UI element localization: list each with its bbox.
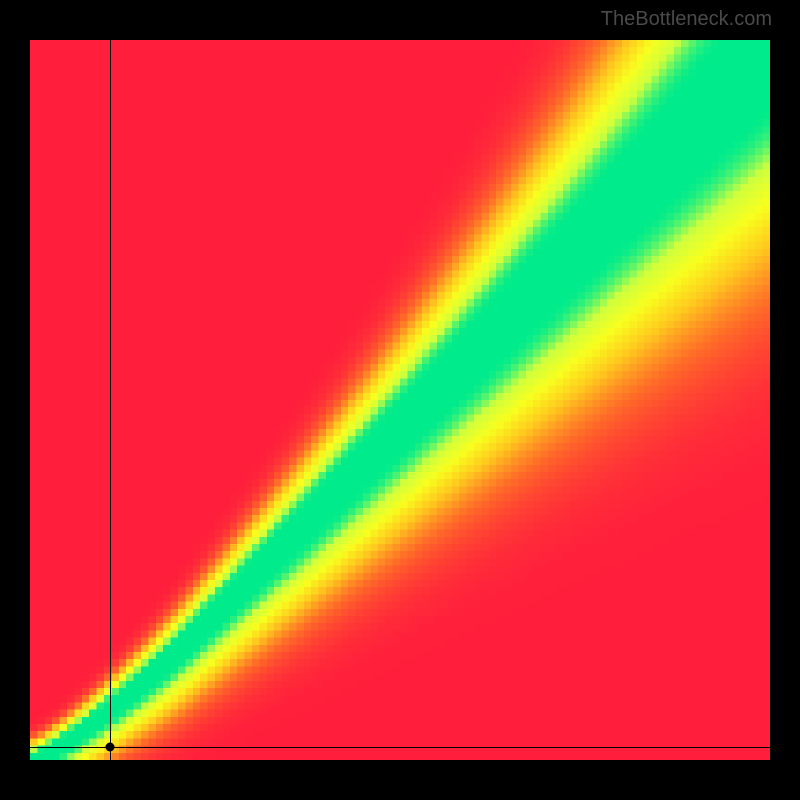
heatmap-plot <box>30 40 770 760</box>
data-point-marker <box>105 743 114 752</box>
y-axis <box>110 40 111 760</box>
heatmap-canvas <box>30 40 770 760</box>
watermark: TheBottleneck.com <box>601 8 772 31</box>
x-axis <box>30 747 770 748</box>
